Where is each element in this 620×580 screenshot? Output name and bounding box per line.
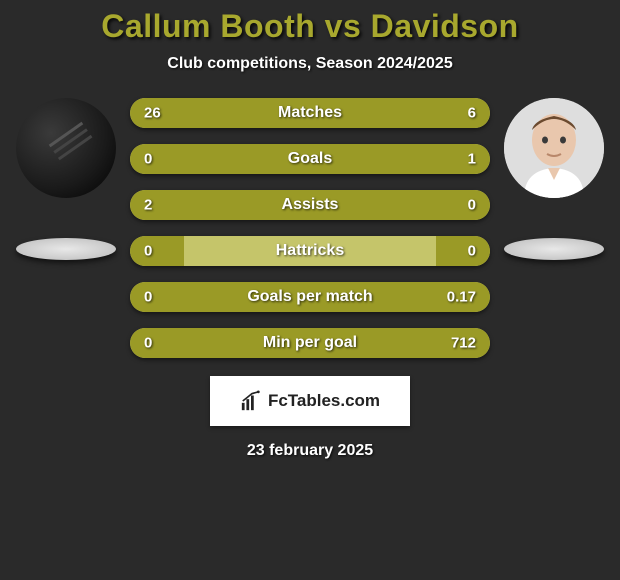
player-left-avatar [16,98,116,198]
stat-label: Min per goal [130,334,490,352]
stat-bar: 0712Min per goal [130,328,490,358]
comparison-card: Callum Booth vs Davidson Club competitio… [0,0,620,460]
player-left-shadow [16,238,116,260]
stat-bar: 20Assists [130,190,490,220]
stat-label: Goals [130,150,490,168]
brand-badge: FcTables.com [210,376,410,426]
face-placeholder-icon [504,98,604,198]
player-right-column [500,98,608,260]
stat-bar: 01Goals [130,144,490,174]
stat-label: Goals per match [130,288,490,306]
stat-bar: 00Hattricks [130,236,490,266]
page-title: Callum Booth vs Davidson [0,8,620,45]
stat-label: Matches [130,104,490,122]
date-text: 23 february 2025 [0,442,620,460]
brand-text: FcTables.com [268,391,380,411]
stat-bar: 00.17Goals per match [130,282,490,312]
brand-logo-icon [240,390,262,412]
stats-column: 266Matches 01Goals 20Assists 00Hattricks 00.… [130,98,490,358]
main-row: 266Matches 01Goals 20Assists 00Hattricks 00.… [0,98,620,358]
stat-label: Hattricks [130,242,490,260]
stat-label: Assists [130,196,490,214]
subtitle: Club competitions, Season 2024/2025 [0,55,620,73]
stat-bar: 266Matches [130,98,490,128]
player-right-avatar [504,98,604,198]
player-right-shadow [504,238,604,260]
player-left-column [12,98,120,260]
